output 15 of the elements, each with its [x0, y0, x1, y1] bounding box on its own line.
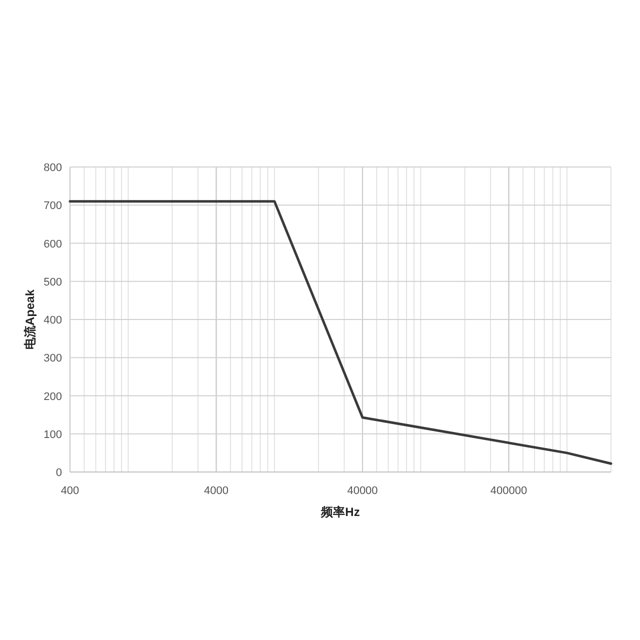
- y-tick-label: 600: [44, 238, 62, 250]
- x-tick-label: 400: [60, 485, 80, 497]
- y-tick-label: 200: [44, 390, 62, 403]
- y-tick-label: 100: [44, 428, 62, 441]
- x-tick-label: 40000: [347, 485, 378, 497]
- y-tick-label: 500: [44, 276, 62, 288]
- y-tick-label: 300: [44, 352, 62, 365]
- y-axis-title: 电流Apeak: [23, 289, 37, 350]
- y-tick-label: 800: [44, 162, 62, 174]
- x-tick-label: 400000: [490, 485, 528, 497]
- y-tick-label: 400: [44, 314, 62, 326]
- x-tick-label: 4000: [204, 485, 228, 497]
- y-tick-label: 0: [56, 467, 62, 479]
- x-axis-title: 频率Hz: [320, 505, 360, 519]
- y-tick-label: 700: [44, 200, 62, 212]
